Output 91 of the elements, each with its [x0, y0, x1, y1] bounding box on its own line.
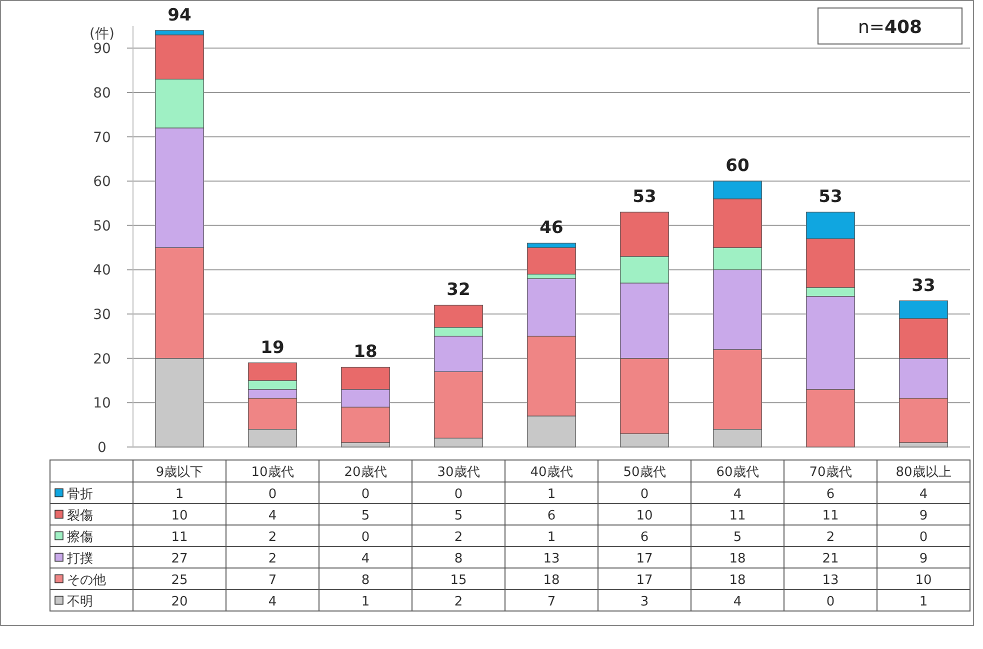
- y-tick-label: 50: [93, 218, 111, 234]
- data-label: 0: [454, 486, 463, 502]
- total-label: 53: [818, 187, 842, 208]
- y-tick-label: 20: [93, 351, 111, 368]
- data-label: 4: [733, 486, 742, 502]
- data-label: 4: [268, 508, 277, 524]
- data-label: 4: [919, 486, 928, 502]
- data-label: 0: [826, 594, 835, 610]
- data-label: 5: [733, 530, 742, 545]
- data-label: 1: [361, 594, 370, 610]
- x-tick-label: 40歳代: [530, 465, 573, 480]
- data-label: 6: [547, 508, 556, 524]
- legend-label: 不明: [67, 594, 93, 610]
- data-label: 13: [822, 572, 839, 588]
- data-label: 0: [361, 530, 370, 545]
- data-label: 1: [547, 486, 556, 502]
- data-label: 2: [826, 530, 835, 545]
- x-tick-label: 70歳代: [809, 465, 852, 480]
- data-label: 11: [822, 508, 839, 524]
- data-label: 3: [640, 594, 649, 610]
- data-label: 15: [450, 572, 467, 588]
- total-label: 33: [912, 276, 936, 296]
- data-label: 8: [361, 572, 370, 588]
- data-label: 20: [171, 594, 188, 610]
- data-label: 0: [919, 530, 928, 545]
- y-tick-label: 40: [93, 262, 111, 279]
- y-tick-label: 90: [93, 41, 111, 58]
- annotation: n=408: [858, 17, 922, 38]
- data-label: 2: [268, 551, 277, 566]
- total-label: 60: [726, 156, 750, 176]
- data-label: 0: [361, 486, 370, 502]
- data-label: 4: [733, 594, 742, 610]
- data-label: 5: [454, 508, 463, 524]
- legend-label: 骨折: [67, 486, 93, 502]
- data-label: 7: [268, 572, 277, 588]
- data-label: 17: [636, 572, 653, 588]
- x-tick-label: 10歳代: [251, 465, 294, 480]
- y-tick-label: 70: [93, 130, 111, 146]
- data-label: 4: [268, 594, 277, 610]
- data-label: 8: [454, 551, 463, 566]
- data-label: 10: [915, 572, 932, 588]
- data-label: 4: [361, 551, 370, 566]
- x-tick-label: 9歳以下: [156, 465, 204, 480]
- data-label: 17: [636, 551, 653, 566]
- total-label: 53: [632, 187, 656, 208]
- data-label: 6: [640, 530, 649, 545]
- data-label: 25: [171, 572, 188, 588]
- y-tick-label: 30: [93, 307, 111, 324]
- data-label: 10: [636, 508, 653, 524]
- data-label: 0: [268, 486, 277, 502]
- y-axis-title: (件): [90, 26, 114, 42]
- data-label: 5: [361, 508, 370, 524]
- total-label: 32: [446, 280, 470, 300]
- annotation-box: n=408: [818, 8, 962, 44]
- x-tick-label: 30歳代: [437, 465, 480, 480]
- data-label: 21: [822, 551, 839, 566]
- data-label: 10: [171, 508, 188, 524]
- data-label: 18: [543, 572, 560, 588]
- total-label: 94: [168, 5, 192, 26]
- data-label: 7: [547, 594, 556, 610]
- data-label: 1: [547, 530, 556, 545]
- legend-label: その他: [67, 572, 106, 588]
- total-label: 46: [540, 218, 564, 238]
- data-label: 1: [175, 486, 184, 502]
- x-tick-label: 20歳代: [344, 465, 387, 480]
- data-label: 18: [729, 572, 746, 588]
- data-label: 0: [640, 486, 649, 502]
- legend-label: 裂傷: [67, 508, 93, 524]
- data-label: 9: [919, 508, 928, 524]
- y-tick-label: 0: [98, 440, 106, 456]
- data-label: 6: [826, 486, 835, 502]
- data-label: 11: [729, 508, 746, 524]
- y-tick-label: 80: [93, 85, 111, 102]
- x-tick-label: 80歳以上: [896, 465, 952, 480]
- data-label: 18: [729, 551, 746, 566]
- x-tick-label: 60歳代: [716, 465, 759, 480]
- y-tick-label: 10: [93, 396, 111, 412]
- data-label: 9: [919, 551, 928, 566]
- data-label: 2: [268, 530, 277, 545]
- y-tick-label: 60: [93, 174, 111, 190]
- data-label: 13: [543, 551, 560, 566]
- legend-label: 打撲: [66, 551, 93, 566]
- data-label: 2: [454, 530, 463, 545]
- x-tick-label: 50歳代: [623, 465, 666, 480]
- total-label: 18: [354, 342, 378, 362]
- total-label: 19: [260, 338, 284, 358]
- data-label: 1: [919, 594, 928, 610]
- legend-label: 擦傷: [67, 530, 93, 545]
- data-label: 11: [171, 530, 188, 545]
- data-label: 2: [454, 594, 463, 610]
- data-label: 27: [171, 551, 188, 566]
